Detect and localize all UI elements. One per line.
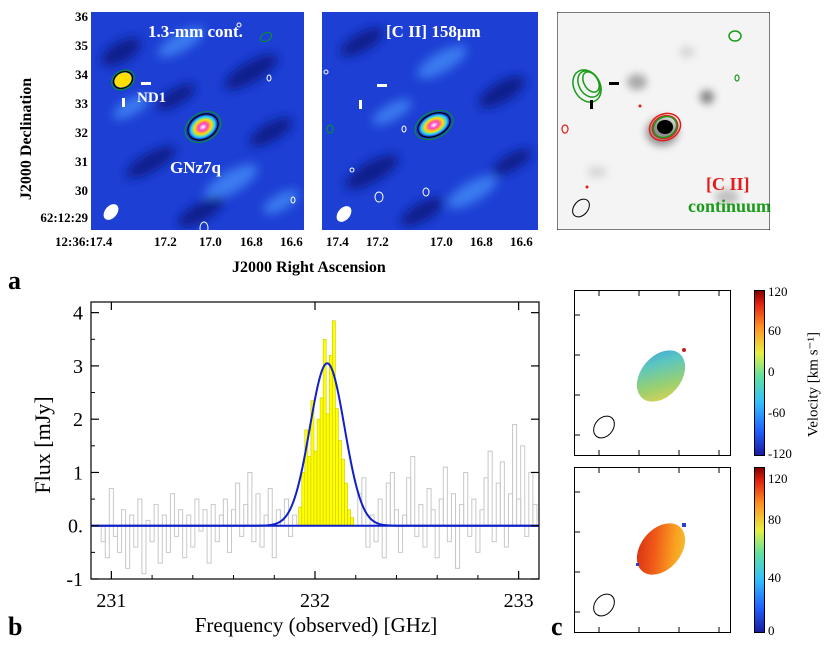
map2-title: [C II] 158μm <box>386 22 481 41</box>
line-channel-bar <box>313 450 318 527</box>
legend-cii: [C II] <box>706 174 750 194</box>
velocity-map-bottom <box>574 467 731 633</box>
x-axis-label: Frequency (observed) [GHz] <box>195 613 438 637</box>
y-tick-label: 1 <box>73 462 83 484</box>
line-channel-bar <box>344 482 348 527</box>
x-tick-label: 231 <box>96 590 126 612</box>
y-tick-label: 4 <box>73 303 83 325</box>
dec-tick: 35 <box>75 38 88 53</box>
ra-axis-label: J2000 Right Ascension <box>232 259 386 276</box>
ra-tick: 17.0 <box>430 234 453 249</box>
colorbar-label: Velocity [km s⁻¹] <box>805 332 822 437</box>
ra-tick: 16.6 <box>280 234 303 249</box>
line-channel-bar <box>341 458 345 527</box>
overlay-map <box>557 12 770 230</box>
colorbar-tick: -120 <box>768 446 792 461</box>
line-channel-bar <box>319 397 324 527</box>
line-channel-bar <box>325 413 330 527</box>
x-tick-label: 232 <box>300 590 330 612</box>
dec-tick: 36 <box>75 9 88 24</box>
ra-tick: 17.0 <box>199 234 222 249</box>
y-tick-label: -1 <box>66 569 83 591</box>
map1-title: 1.3-mm cont. <box>148 22 243 41</box>
ra-tick: 17.2 <box>366 234 389 249</box>
ra-tick: 16.8 <box>240 234 263 249</box>
ra-tick: 17.2 <box>154 234 177 249</box>
dec-axis-label: J2000 Declination <box>18 77 35 201</box>
dec-tick: 33 <box>75 96 88 111</box>
continuum-map <box>91 12 304 230</box>
panel-letter-c: c <box>551 612 563 641</box>
line-channel-bar <box>307 456 312 527</box>
dec-tick: 32 <box>75 125 88 140</box>
colorbar-tick: 40 <box>768 570 781 585</box>
line-channel-bar <box>338 440 342 527</box>
line-channel-bar <box>301 472 306 527</box>
cii-map <box>322 12 538 230</box>
spectrum-chart: -1 0. 1 2 3 4 231 232 233 Flux [mJy] Frequency … <box>30 301 540 637</box>
y-tick-label: 3 <box>73 356 83 378</box>
ra-tick: 16.8 <box>470 234 493 249</box>
panel-letter-b: b <box>8 612 23 641</box>
x-tick-label: 233 <box>504 590 534 612</box>
ra-tick: 17.4 <box>326 234 349 249</box>
colorbar-tick: 0 <box>768 364 775 379</box>
dec-tick: 31 <box>75 154 88 169</box>
colorbar-top <box>754 290 765 456</box>
legend-continuum: continuum <box>688 196 772 216</box>
dec-tick: 62:12:29 <box>40 210 88 225</box>
dec-tick: 34 <box>75 67 88 82</box>
line-channel-bar <box>328 354 333 527</box>
gnz7q-label: GNz7q <box>170 158 221 177</box>
line-channel-bar <box>350 517 354 527</box>
colorbar-tick: 60 <box>768 323 781 338</box>
line-channel-bar <box>332 320 336 527</box>
dec-tick: 30 <box>75 183 88 198</box>
colorbar-bottom <box>754 467 765 633</box>
colorbar-tick: 120 <box>768 284 788 299</box>
line-channel-bar <box>335 408 339 527</box>
nd1-label: ND1 <box>137 90 167 106</box>
ra-tick: 16.6 <box>510 234 533 249</box>
colorbar-tick: 80 <box>768 512 781 527</box>
line-channel-bar <box>316 418 321 527</box>
plot-frame <box>90 301 540 580</box>
line-channel-bar <box>347 509 351 527</box>
y-tick-label: 0. <box>68 516 83 538</box>
colorbar-tick: -60 <box>768 405 786 420</box>
colorbar-tick: 0 <box>768 623 775 638</box>
velocity-map-top <box>574 290 731 456</box>
y-tick-label: 2 <box>73 409 83 431</box>
line-channel-bar <box>298 506 303 527</box>
panel-letter-a: a <box>8 266 21 295</box>
ra-tick: 12:36:17.4 <box>55 234 113 249</box>
colorbar-tick: 120 <box>768 471 788 486</box>
y-axis-label: Flux [mJy] <box>30 396 55 493</box>
